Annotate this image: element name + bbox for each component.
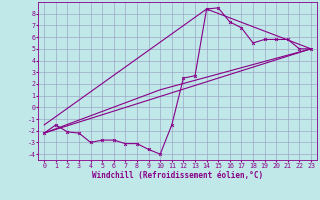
X-axis label: Windchill (Refroidissement éolien,°C): Windchill (Refroidissement éolien,°C) (92, 171, 263, 180)
